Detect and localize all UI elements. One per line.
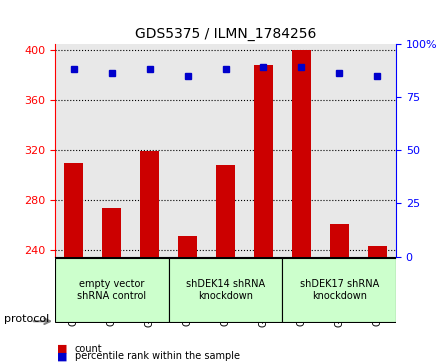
FancyBboxPatch shape xyxy=(282,258,396,322)
Bar xyxy=(254,65,273,257)
Text: shDEK14 shRNA
knockdown: shDEK14 shRNA knockdown xyxy=(186,279,265,301)
Bar xyxy=(103,208,121,257)
FancyBboxPatch shape xyxy=(169,258,282,322)
Text: protocol: protocol xyxy=(4,314,50,325)
Bar xyxy=(140,151,159,257)
Bar xyxy=(367,246,386,257)
Bar xyxy=(330,224,348,257)
Text: shDEK17 shRNA
knockdown: shDEK17 shRNA knockdown xyxy=(300,279,379,301)
Text: empty vector
shRNA control: empty vector shRNA control xyxy=(77,279,147,301)
Bar xyxy=(216,165,235,257)
Text: ■: ■ xyxy=(57,344,68,354)
FancyBboxPatch shape xyxy=(55,258,169,322)
Text: ■: ■ xyxy=(57,351,68,361)
Title: GDS5375 / ILMN_1784256: GDS5375 / ILMN_1784256 xyxy=(135,27,316,41)
Bar xyxy=(178,236,197,257)
Bar xyxy=(65,163,84,257)
Bar xyxy=(292,50,311,257)
Text: count: count xyxy=(75,344,103,354)
Text: percentile rank within the sample: percentile rank within the sample xyxy=(75,351,240,361)
